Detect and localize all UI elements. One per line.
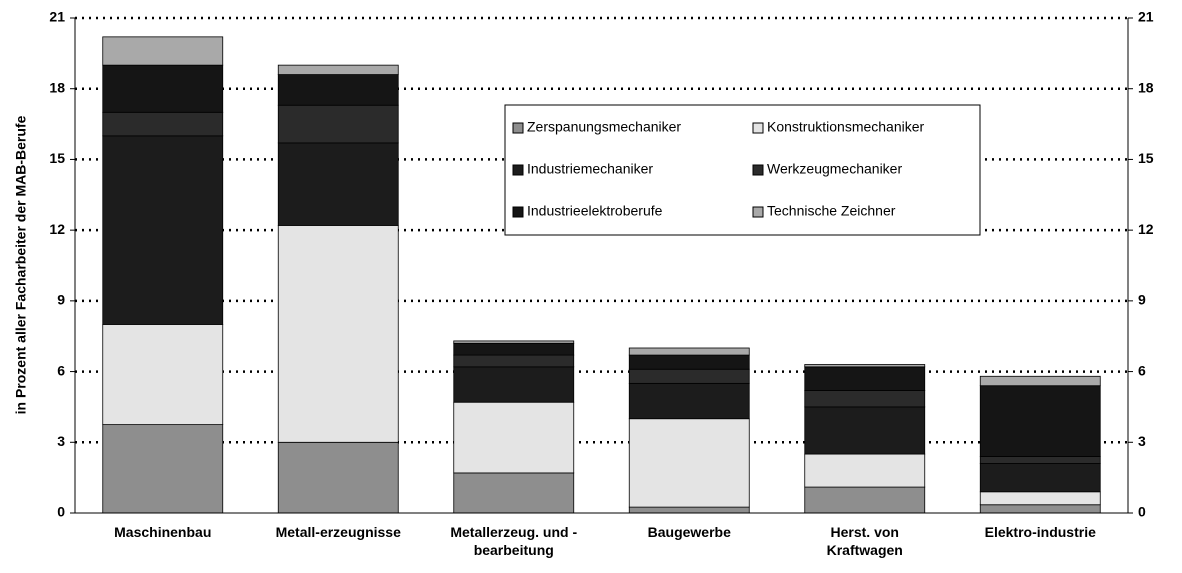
bar-segment <box>804 406 926 455</box>
legend-label: Zerspanungsmechaniker <box>527 119 681 135</box>
bar-segment <box>102 135 224 325</box>
bar-segment <box>277 74 399 106</box>
y2-tick-label: 3 <box>1138 433 1146 449</box>
bar-segment <box>453 354 575 368</box>
legend-label: Industriemechaniker <box>527 161 653 177</box>
y-tick-label: 9 <box>57 292 65 308</box>
bar-segment <box>453 366 575 403</box>
bar-segment <box>453 472 575 514</box>
x-tick-label: Metallerzeug. und - bearbeitung <box>450 524 578 558</box>
x-tick-label: Metall-erzeugnisse <box>275 524 401 540</box>
y2-tick-label: 9 <box>1138 292 1146 308</box>
bar-segment <box>979 491 1101 506</box>
x-tick-label: Baugewerbe <box>647 524 731 540</box>
bar-segment <box>453 342 575 356</box>
bar-segment <box>979 463 1101 493</box>
bar-segment <box>804 366 926 391</box>
bar-segment <box>628 354 750 370</box>
bar-segment <box>453 340 575 344</box>
bar-segment <box>277 225 399 443</box>
y2-tick-label: 18 <box>1138 79 1154 95</box>
x-tick-label: Maschinenbau <box>114 524 212 540</box>
legend-box <box>504 104 981 236</box>
bar-segment <box>628 418 750 508</box>
legend-label: Industrieelektroberufe <box>527 203 663 219</box>
bar-segment <box>102 64 224 113</box>
bar-segment <box>628 382 750 420</box>
legend-label: Technische Zeichner <box>767 203 896 219</box>
legend-label: Werkzeugmechaniker <box>767 161 902 177</box>
bar-segment <box>102 324 224 426</box>
y2-tick-label: 12 <box>1138 221 1154 237</box>
bar-segment <box>804 364 926 368</box>
legend-swatch <box>512 164 524 176</box>
bar-segment <box>628 347 750 356</box>
bar-segment <box>804 486 926 514</box>
y-tick-label: 0 <box>57 504 65 520</box>
y2-tick-label: 15 <box>1138 150 1154 166</box>
y-tick-label: 18 <box>49 79 65 95</box>
legend-swatch <box>512 206 524 218</box>
bar-segment <box>277 142 399 226</box>
x-tick-label: Herst. von Kraftwagen <box>826 524 903 558</box>
bar-segment <box>804 390 926 408</box>
legend-label: Konstruktionsmechaniker <box>767 119 925 135</box>
y-tick-label: 6 <box>57 362 65 378</box>
bar-segment <box>979 375 1101 387</box>
legend-swatch <box>752 164 764 176</box>
legend-swatch <box>752 122 764 134</box>
y-tick-label: 3 <box>57 433 65 449</box>
y-tick-label: 12 <box>49 221 65 237</box>
bar-segment <box>628 368 750 384</box>
bar-segment <box>804 453 926 488</box>
y-tick-label: 15 <box>49 150 65 166</box>
y-tick-label: 21 <box>49 9 65 25</box>
bar-segment <box>979 456 1101 464</box>
bar-segment <box>628 506 750 514</box>
bar-segment <box>102 424 224 514</box>
x-tick-label: Elektro-industrie <box>984 524 1096 540</box>
bar-segment <box>979 385 1101 457</box>
bar-segment <box>102 36 224 66</box>
bar-segment <box>979 504 1101 514</box>
bar-segment <box>277 441 399 514</box>
legend: Zerspanungsmechaniker Konstruktionsmechan… <box>504 104 981 236</box>
legend-swatch <box>512 122 524 134</box>
bar-segment <box>277 64 399 75</box>
legend-swatch <box>752 206 764 218</box>
y-axis-title: in Prozent aller Facharbeiter der MAB-Be… <box>13 115 29 414</box>
bar-segment <box>453 401 575 474</box>
y2-tick-label: 0 <box>1138 504 1146 520</box>
y2-tick-label: 21 <box>1138 9 1154 25</box>
bar-segment <box>102 111 224 137</box>
y2-tick-label: 6 <box>1138 362 1146 378</box>
bar-segment <box>277 104 399 144</box>
